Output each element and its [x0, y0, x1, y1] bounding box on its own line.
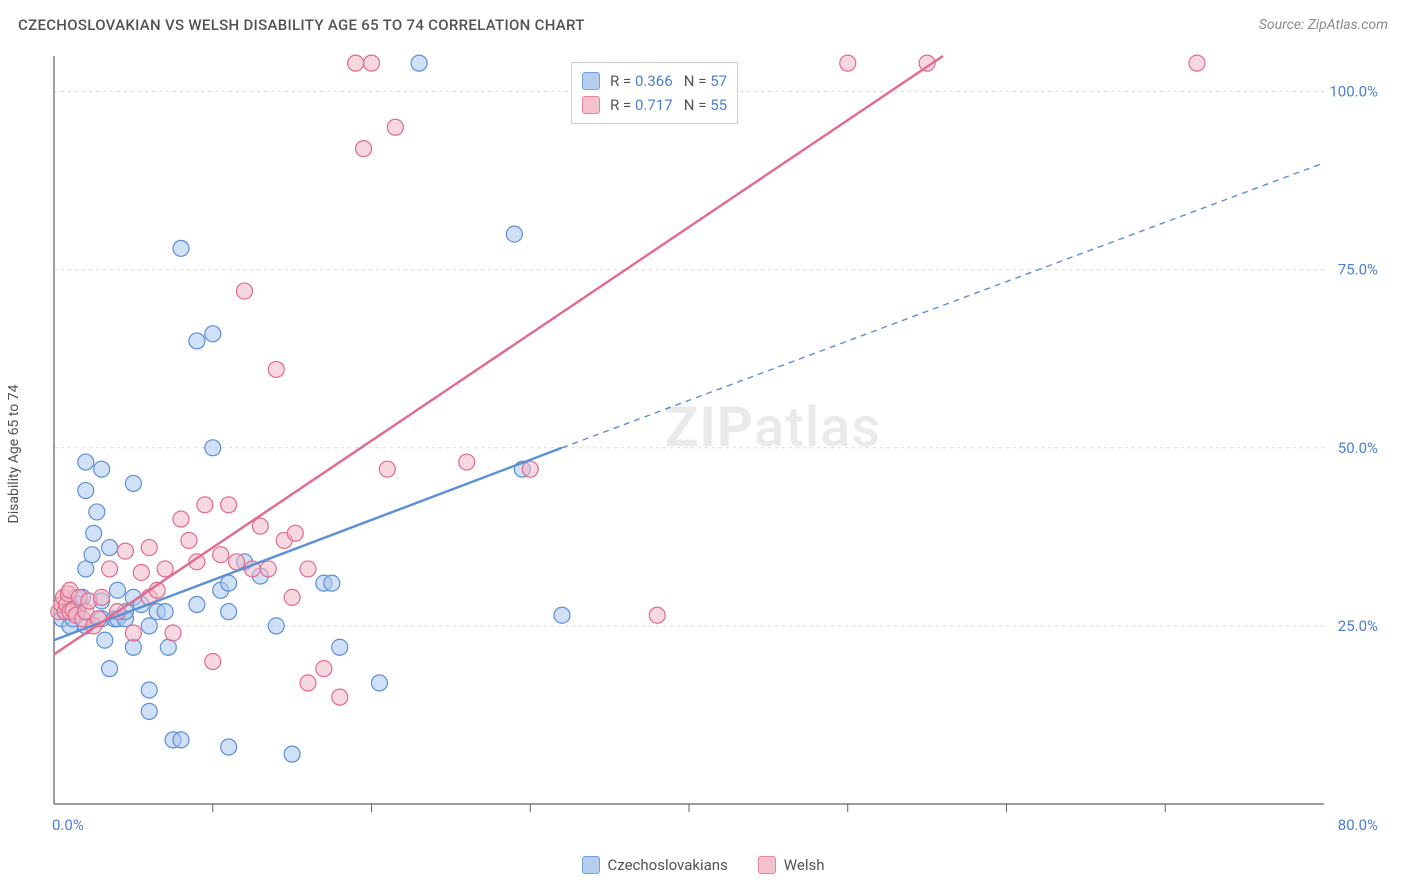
- y-axis-label: Disability Age 65 to 74: [6, 385, 22, 524]
- scatter-plot: 25.0% 50.0% 75.0% 100.0% 0.0% 80.0%: [50, 50, 1386, 832]
- svg-text:80.0%: 80.0%: [1338, 816, 1378, 832]
- chart-title: CZECHOSLOVAKIAN VS WELSH DISABILITY AGE …: [18, 16, 585, 34]
- legend-swatch: [582, 856, 600, 874]
- corr-row: R = 0.717 N = 55: [582, 93, 727, 117]
- legend-item: Czechoslovakians: [582, 856, 728, 874]
- legend-label: Czechoslovakians: [608, 856, 728, 874]
- svg-text:50.0%: 50.0%: [1338, 439, 1378, 457]
- svg-text:75.0%: 75.0%: [1338, 261, 1378, 279]
- corr-text: R = 0.717 N = 55: [610, 93, 727, 117]
- legend-swatch: [758, 856, 776, 874]
- corr-row: R = 0.366 N = 57: [582, 69, 727, 93]
- bottom-legend: Czechoslovakians Welsh: [0, 856, 1406, 874]
- legend-label: Welsh: [784, 856, 825, 874]
- correlation-info-box: R = 0.366 N = 57R = 0.717 N = 55: [571, 62, 738, 124]
- plot-container: 25.0%50.0%75.0%100.0%0.0%80.0% ZIPatlas …: [50, 50, 1386, 832]
- legend-item: Welsh: [758, 856, 825, 874]
- legend-swatch: [582, 96, 600, 114]
- corr-text: R = 0.366 N = 57: [610, 69, 727, 93]
- svg-text:25.0%: 25.0%: [1338, 617, 1378, 635]
- svg-text:100.0%: 100.0%: [1329, 83, 1378, 101]
- legend-swatch: [582, 72, 600, 90]
- svg-text:0.0%: 0.0%: [52, 816, 84, 832]
- source-label: Source: ZipAtlas.com: [1259, 17, 1388, 33]
